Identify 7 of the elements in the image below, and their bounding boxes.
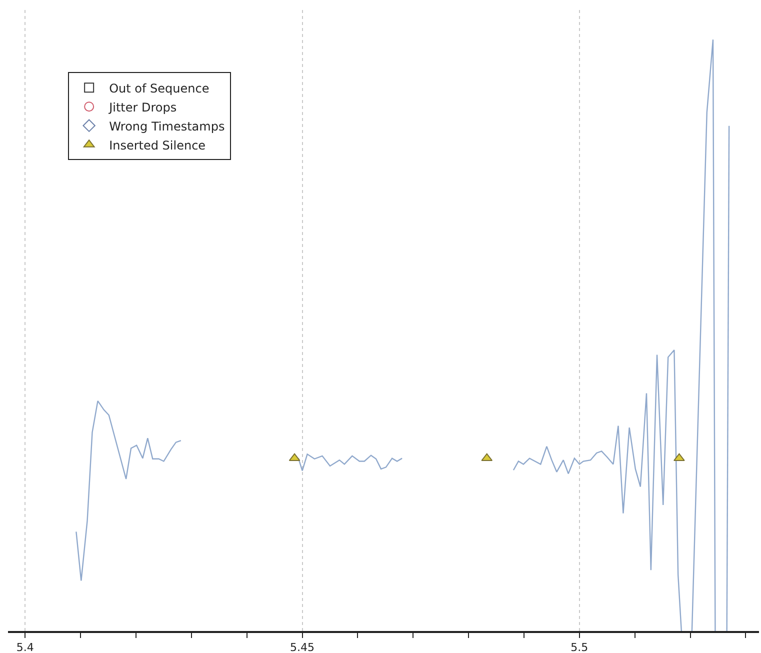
legend-label: Inserted Silence — [109, 138, 206, 152]
legend-label: Wrong Timestamps — [109, 119, 225, 134]
x-tick-label: 5.45 — [290, 640, 315, 653]
x-tick-label: 5.4 — [16, 640, 34, 653]
legend-label: Out of Sequence — [109, 81, 210, 96]
x-tick-label: 5.5 — [570, 640, 588, 653]
legend-label: Jitter Drops — [108, 100, 177, 114]
